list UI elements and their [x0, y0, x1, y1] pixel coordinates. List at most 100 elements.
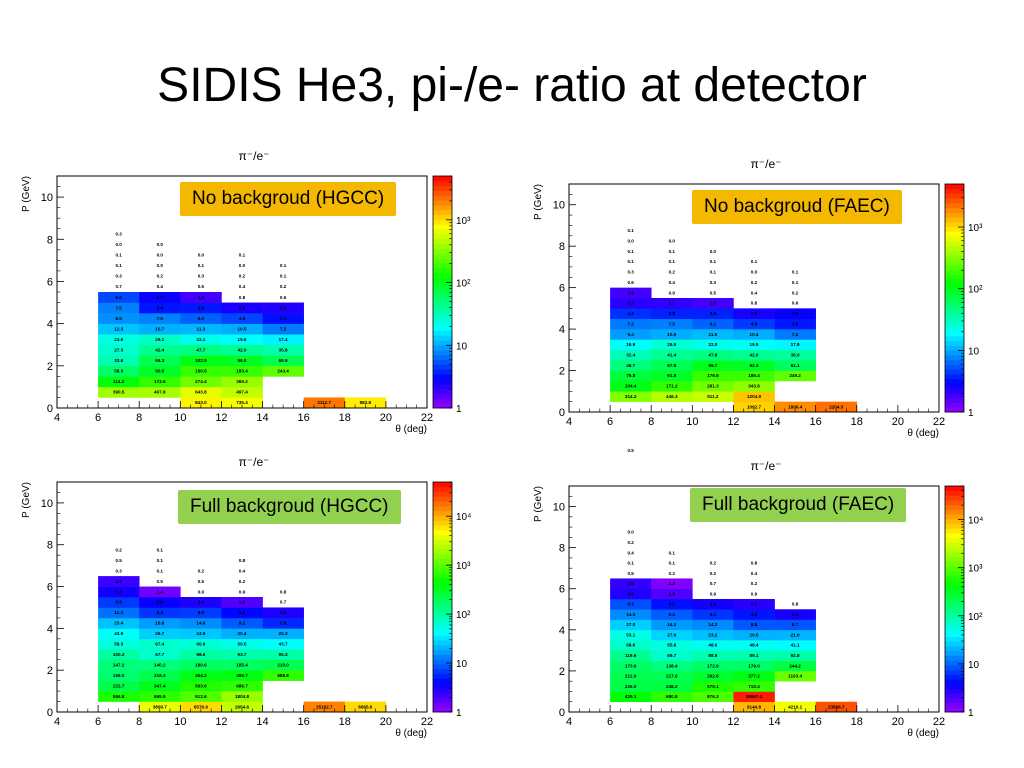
cell-value: 9.4 — [669, 612, 676, 617]
cell-value: 6.9 — [198, 610, 205, 615]
heatmap-cell — [610, 578, 652, 590]
colorbar-segment — [945, 184, 964, 190]
heatmap-cell — [692, 380, 734, 392]
heatmap-cell — [610, 588, 652, 600]
y-tick-label: 4 — [559, 324, 565, 336]
colorbar-segment — [433, 253, 452, 259]
colorbar-segment — [945, 193, 964, 199]
heatmap-cell — [733, 360, 775, 371]
colorbar-segment — [945, 397, 964, 403]
heatmap-cell — [651, 329, 693, 340]
heatmap-cell — [262, 670, 304, 681]
cell-value: 643.8 — [195, 390, 207, 395]
cell-value: 1.4 — [157, 589, 164, 594]
cell-value: 14.2 — [708, 622, 717, 627]
cell-value: 876.3 — [707, 694, 719, 699]
heatmap-cell — [651, 588, 693, 600]
colorbar-tick-label: 10² — [456, 610, 471, 621]
y-axis-label: P (GeV) — [533, 486, 544, 522]
cell-value: 219.3 — [154, 673, 166, 678]
x-tick-label: 20 — [892, 716, 904, 728]
heatmap-cell — [651, 380, 693, 392]
cell-value: 8.5 — [115, 316, 122, 321]
cell-value: 281.3 — [707, 384, 719, 389]
colorbar-segment — [433, 592, 452, 598]
cell-value: 0.3 — [115, 274, 122, 279]
cell-value: 22.1 — [196, 337, 205, 342]
cell-value: 0.0 — [627, 530, 634, 535]
colorbar-segment — [433, 668, 452, 675]
heatmap-cell — [733, 609, 775, 620]
y-tick-label: 6 — [559, 584, 565, 596]
colorbar-segment — [945, 537, 964, 543]
colorbar-segment — [945, 222, 964, 228]
cell-value: 364.2 — [195, 673, 207, 678]
cell-value: 0.2 — [751, 581, 758, 586]
cell-value: 179.9 — [707, 373, 719, 378]
cell-value: 0.2 — [627, 540, 634, 545]
cell-value: 244.2 — [789, 663, 801, 668]
colorbar-segment — [945, 575, 964, 581]
cell-value: 3809.7 — [153, 704, 167, 709]
cell-value: 2.2 — [627, 301, 634, 306]
heatmap-full-background-faec: π⁻/e⁻429.1226.0212.0173.6119.668.653.127… — [533, 448, 983, 739]
heatmap-cell — [692, 339, 734, 351]
colorbar-segment — [945, 518, 964, 525]
label-full-background-faec: Full backgroud (FAEC) — [690, 488, 907, 522]
colorbar-segment — [433, 190, 452, 196]
heatmap-cell — [610, 287, 652, 299]
cell-value: 0.2 — [280, 284, 287, 289]
colorbar-tick-label: 10 — [968, 346, 980, 357]
colorbar-segment — [433, 393, 452, 399]
heatmap-cell — [139, 365, 181, 377]
x-tick-label: 8 — [648, 716, 654, 728]
cell-value: 0.2 — [115, 547, 122, 552]
heatmap-cell — [180, 397, 222, 409]
cell-value: 0.3 — [198, 274, 205, 279]
heatmap-cell — [733, 391, 775, 402]
heatmap-cell — [815, 701, 858, 713]
colorbar-segment — [945, 217, 964, 223]
heatmap-cell — [98, 344, 140, 356]
cell-value: 0.2 — [792, 290, 799, 295]
colorbar-segment — [945, 636, 964, 642]
cell-value: 43.7 — [279, 642, 288, 647]
colorbar-segment — [945, 669, 964, 675]
cell-value: 20.5 — [750, 632, 759, 637]
colorbar-segment — [433, 582, 452, 588]
colorbar-segment — [433, 248, 452, 254]
heatmap-cell — [774, 339, 816, 351]
heatmap-cell — [180, 649, 222, 661]
heatmap-cell — [98, 659, 140, 671]
heatmap-cell — [610, 349, 652, 361]
colorbar-segment — [433, 568, 452, 574]
cell-value: 2.3 — [115, 579, 122, 584]
heatmap-cell — [774, 670, 816, 682]
heatmap-cell — [139, 628, 181, 640]
heatmap-cell — [221, 365, 263, 377]
x-tick-label: 10 — [174, 716, 186, 728]
colorbar-segment — [945, 383, 964, 389]
y-tick-label: 0 — [47, 707, 53, 719]
cell-value: 119.6 — [625, 653, 637, 658]
cell-value: 26.5 — [667, 342, 676, 347]
heatmap-cell — [651, 670, 693, 682]
colorbar-segment — [433, 501, 452, 507]
heatmap-cell — [692, 391, 734, 402]
y-tick-label: 2 — [47, 665, 53, 677]
heatmap-cell — [610, 298, 652, 309]
colorbar-segment — [433, 398, 452, 404]
colorbar-segment — [945, 570, 964, 576]
colorbar-segment — [433, 383, 452, 390]
heatmap-cell — [180, 607, 222, 619]
colorbar-segment — [945, 393, 964, 399]
cell-value: 3.4 — [115, 589, 122, 594]
heatmap-no-background-hgcc: π⁻/e⁻390.5114.258.333.627.323.612.38.57.… — [21, 149, 471, 435]
colorbar-segment — [945, 369, 964, 375]
cell-value: 4.5 — [751, 321, 758, 326]
heatmap-cell — [98, 586, 140, 598]
heatmap-cell — [98, 334, 140, 346]
heatmap-cell — [733, 701, 775, 713]
heatmap-cell — [180, 386, 222, 398]
y-tick-label: 8 — [559, 543, 565, 555]
